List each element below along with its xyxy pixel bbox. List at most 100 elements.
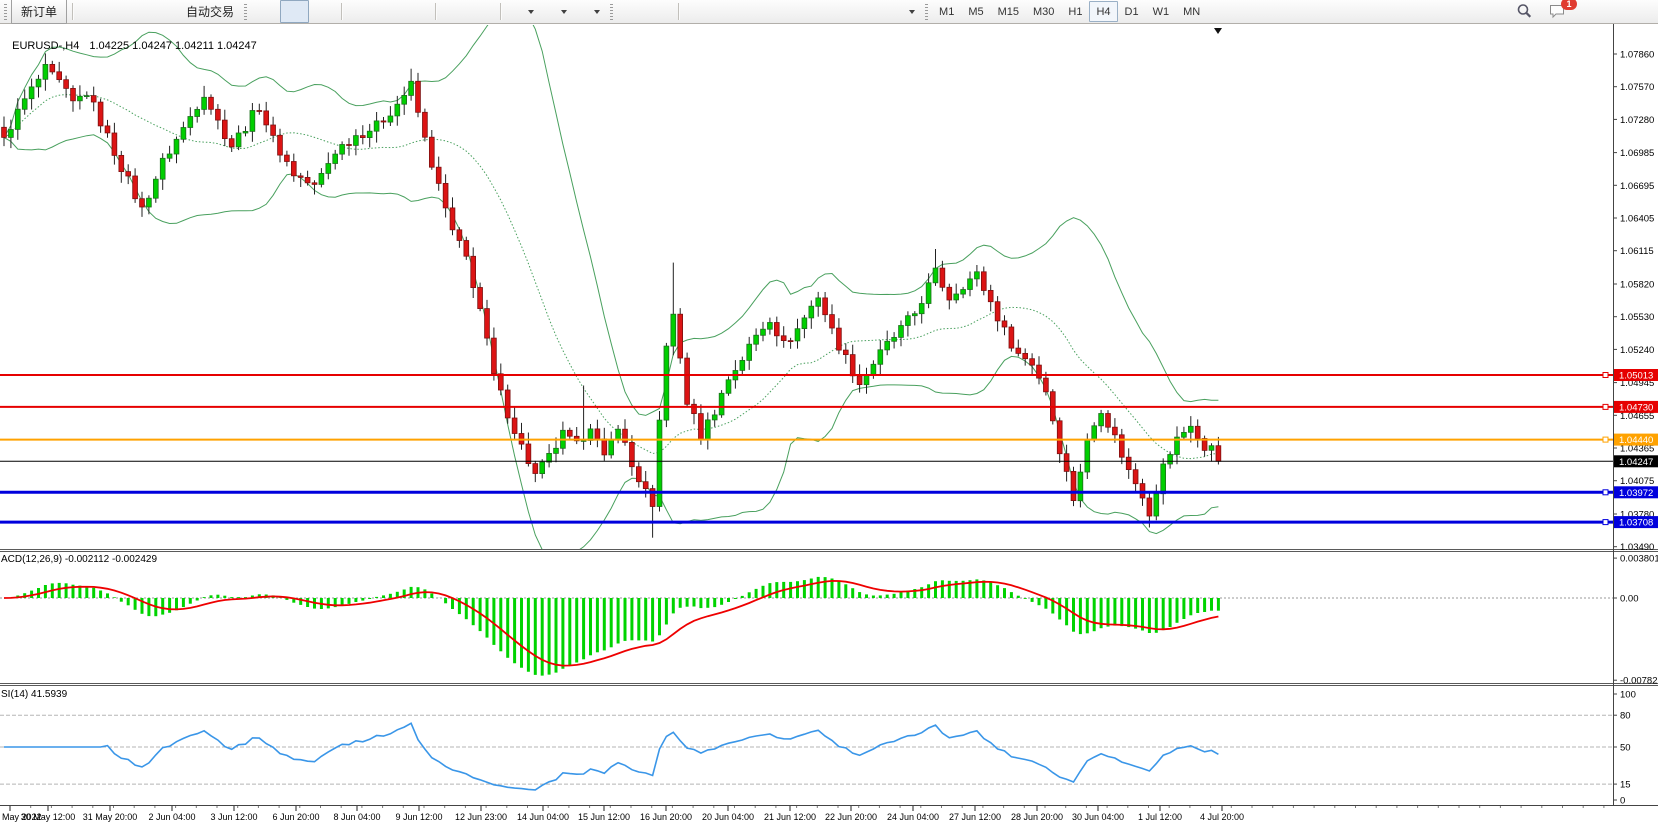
timeframe-w1-button[interactable]: W1: [1146, 1, 1177, 22]
community-chat-button[interactable]: 1: [1543, 0, 1572, 23]
trendtrend-icon: undefined: [746, 3, 763, 20]
price-tick-label: 1.06115: [1620, 246, 1654, 257]
crosshaircrosshair-icon: undefined: [652, 3, 669, 20]
zoom-out-button[interactable]: undefined: [374, 0, 403, 23]
templatetemplate-icon: undefined: [573, 3, 590, 20]
rsi-tick-label: 50: [1620, 743, 1631, 754]
toolbar-grip[interactable]: [925, 4, 928, 20]
toolbar-grip[interactable]: [244, 4, 247, 20]
vlinevline-icon: undefined: [688, 3, 705, 20]
time-tick-label: 2 Jun 04:00: [148, 812, 195, 822]
price-tick-label: 1.06695: [1620, 181, 1654, 192]
equidistant-channel-button[interactable]: undefined: [769, 0, 798, 23]
timeframe-m1-button[interactable]: M1: [932, 1, 961, 22]
zoom-in-button[interactable]: undefined: [345, 0, 374, 23]
auto-scroll-button[interactable]: undefined: [439, 0, 468, 23]
toolbar-divider: [500, 3, 501, 20]
toolbar-divider: [72, 3, 73, 20]
arrows-button[interactable]: undefined: [885, 0, 918, 23]
time-tick-label: 30 Jun 04:00: [1072, 812, 1124, 822]
autoscrollautoscroll-icon: undefined: [445, 3, 462, 20]
profileprofile-icon: undefined: [82, 3, 99, 20]
charts-profile-button[interactable]: undefined: [76, 0, 105, 23]
toolbar-divider: [341, 3, 342, 20]
timeframe-h1-button[interactable]: H1: [1061, 1, 1089, 22]
labelTlabelT-icon: undefined: [862, 3, 879, 20]
templates-button[interactable]: undefined: [570, 0, 603, 23]
periods-button[interactable]: undefined: [537, 0, 570, 23]
clockclock-icon: undefined: [540, 3, 557, 20]
hline-handle[interactable]: [1603, 437, 1608, 442]
toolbar-grip[interactable]: [610, 4, 613, 20]
vertical-line-button[interactable]: undefined: [682, 0, 711, 23]
price-tick-label: 1.05530: [1620, 312, 1654, 323]
hlinehline-icon: undefined: [717, 3, 734, 20]
time-tick-label: 12 Jun 23:00: [455, 812, 507, 822]
main-toolbar: 新订单undefinedundefinedundefinedundefined自…: [0, 0, 1658, 24]
time-tick-label: 14 Jun 04:00: [517, 812, 569, 822]
timeframe-d1-button[interactable]: D1: [1118, 1, 1146, 22]
text-button[interactable]: undefined: [827, 0, 856, 23]
line-chart-button[interactable]: undefined: [309, 0, 338, 23]
chevron-down-icon[interactable]: [561, 10, 567, 14]
indicators-button[interactable]: undefined: [504, 0, 537, 23]
horizontal-line-button[interactable]: undefined: [711, 0, 740, 23]
zoominzoomin-icon: undefined: [351, 3, 368, 20]
svg-text:1.04247: 1.04247: [1619, 457, 1653, 468]
indicatorsindicators-icon: undefined: [507, 3, 524, 20]
timeframe-m5-button[interactable]: M5: [961, 1, 990, 22]
rsi-tick-label: 100: [1620, 690, 1636, 701]
price-badge: 1.03708: [1614, 516, 1658, 529]
hline-handle[interactable]: [1603, 490, 1608, 495]
auto-trading-label: 自动交易: [186, 3, 234, 20]
search-button[interactable]: [1510, 0, 1539, 23]
chevron-down-icon[interactable]: [594, 10, 600, 14]
arrowsarrows-icon: undefined: [888, 3, 905, 20]
chart-shift-button[interactable]: undefined: [468, 0, 497, 23]
price-chart-canvas: 1.078601.075701.072801.069851.066951.064…: [0, 0, 1658, 831]
chart-background: [0, 0, 1658, 831]
cursor-button[interactable]: undefined: [617, 0, 646, 23]
hline-handle[interactable]: [1603, 520, 1608, 525]
new-order-button[interactable]: 新订单: [11, 0, 67, 24]
barsbars-icon: undefined: [257, 3, 274, 20]
timeframe-mn-button[interactable]: MN: [1176, 1, 1207, 22]
hline-handle[interactable]: [1603, 404, 1608, 409]
rsi-tick-label: 0: [1620, 796, 1625, 807]
chevron-down-icon[interactable]: [528, 10, 534, 14]
time-tick-label: 20 Jun 04:00: [702, 812, 754, 822]
terminalterminal-icon: undefined: [111, 3, 128, 20]
macd-tick-label: 0.00: [1620, 594, 1639, 605]
time-tick-label: 27 Jun 12:00: [949, 812, 1001, 822]
timeframe-m15-button[interactable]: M15: [991, 1, 1026, 22]
timeframe-m30-button[interactable]: M30: [1026, 1, 1061, 22]
chevron-down-icon[interactable]: [909, 10, 915, 14]
hline-handle[interactable]: [1603, 373, 1608, 378]
svg-text:1.04440: 1.04440: [1619, 435, 1653, 446]
notification-badge: 1: [1561, 0, 1577, 10]
notifications-button[interactable]: undefined: [134, 0, 163, 23]
trendline-button[interactable]: undefined: [740, 0, 769, 23]
price-tick-label: 1.07860: [1620, 50, 1654, 61]
toolbar-right: 1: [1510, 0, 1572, 23]
crosshair-button[interactable]: undefined: [646, 0, 675, 23]
time-tick-label: 24 Jun 04:00: [887, 812, 939, 822]
market-watch-button[interactable]: undefined: [105, 0, 134, 23]
price-tick-label: 1.07570: [1620, 82, 1654, 93]
price-tick-label: 1.05820: [1620, 280, 1654, 291]
symbol-period-label: EURUSD-,H4: [12, 40, 79, 52]
svg-text:1.05013: 1.05013: [1619, 371, 1653, 382]
price-badge: 1.05013: [1614, 369, 1658, 382]
fibonacci-button[interactable]: undefined: [798, 0, 827, 23]
time-tick-label: 9 Jun 12:00: [395, 812, 442, 822]
bar-chart-button[interactable]: undefined: [251, 0, 280, 23]
tile-windows-button[interactable]: undefined: [403, 0, 432, 23]
toolbar-grip[interactable]: [4, 4, 7, 20]
search-icon: [1516, 3, 1533, 20]
time-tick-label: 28 Jun 20:00: [1011, 812, 1063, 822]
new-order-label: 新订单: [21, 3, 57, 20]
auto-trading-button[interactable]: undefined自动交易: [163, 0, 237, 23]
timeframe-h4-button[interactable]: H4: [1089, 1, 1117, 22]
candlestick-chart-button[interactable]: undefined: [280, 0, 309, 23]
text-label-button[interactable]: undefined: [856, 0, 885, 23]
